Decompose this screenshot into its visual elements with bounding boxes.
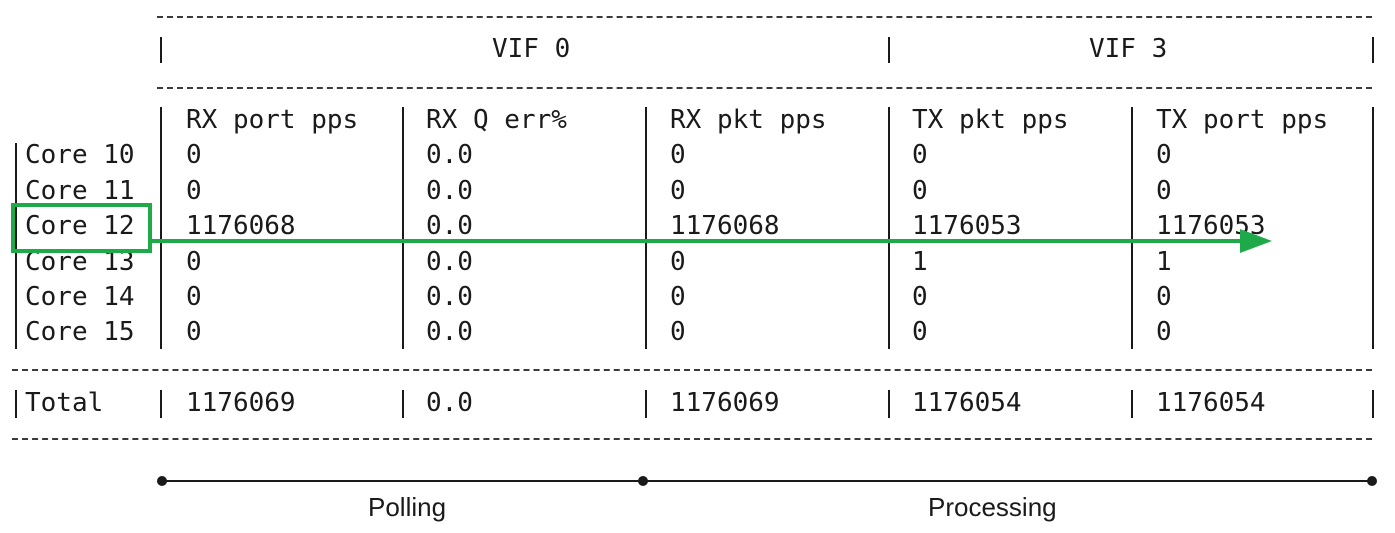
total-cell: 1176054	[912, 388, 1022, 418]
table-cell: 0	[186, 140, 202, 170]
total-bar-6	[1372, 390, 1374, 418]
phase-label-polling: Polling	[368, 492, 447, 522]
table-cell: 0	[912, 140, 928, 170]
table-cell: 0	[1156, 140, 1172, 170]
row-label: Core 15	[25, 317, 135, 347]
table-cell: 0	[186, 247, 202, 277]
separator-top	[157, 16, 1372, 18]
separator-group	[157, 87, 1372, 89]
total-cell: 0.0	[426, 388, 473, 418]
table-cell: 0	[670, 282, 686, 312]
group-bar-right	[1372, 37, 1374, 63]
table-cell: 1176053	[912, 211, 1022, 241]
table-cell: 0	[1156, 176, 1172, 206]
group-bar-mid	[888, 37, 890, 63]
row-label: Core 10	[25, 140, 135, 170]
phase-label-processing: Processing	[928, 492, 1057, 522]
table-cell: 0	[670, 247, 686, 277]
total-bar-1	[160, 390, 162, 418]
core-12-highlight-box	[11, 203, 152, 253]
total-cell: 1176054	[1156, 388, 1266, 418]
column-header-rx-q-err: RX Q err%	[426, 105, 567, 135]
table-cell: 0.0	[426, 282, 473, 312]
table-cell: 0.0	[426, 140, 473, 170]
total-bar-0	[15, 390, 17, 418]
total-bar-3	[645, 390, 647, 418]
column-bar-3	[645, 107, 647, 349]
total-bar-4	[888, 390, 890, 418]
table-cell: 0	[912, 317, 928, 347]
column-bar-6	[1372, 107, 1374, 349]
group-label-vif3: VIF 3	[1089, 34, 1168, 64]
column-header-tx-port-pps: TX port pps	[1156, 105, 1329, 135]
total-bar-2	[402, 390, 404, 418]
total-cell: 1176069	[670, 388, 780, 418]
column-bar-2	[402, 107, 404, 349]
column-header-rx-pkt-pps: RX pkt pps	[670, 105, 827, 135]
row-label: Core 11	[25, 176, 135, 206]
table-cell: 1176068	[670, 211, 780, 241]
total-label: Total	[25, 388, 104, 418]
column-header-rx-port-pps: RX port pps	[186, 105, 359, 135]
timeline-dot-start	[157, 476, 167, 486]
timeline-dot-mid	[638, 476, 648, 486]
total-bar-5	[1131, 390, 1133, 418]
table-cell: 0.0	[426, 247, 473, 277]
table-cell: 1	[1156, 247, 1172, 277]
table-cell: 0	[1156, 317, 1172, 347]
table-cell: 0	[1156, 282, 1172, 312]
column-bar-5	[1131, 107, 1133, 349]
column-bar-4	[888, 107, 890, 349]
table-cell: 0	[186, 317, 202, 347]
separator-total	[12, 369, 1372, 371]
table-cell: 0	[186, 176, 202, 206]
row-label: Core 12	[25, 211, 135, 241]
table-cell: 0	[670, 176, 686, 206]
flow-arrow-head	[1240, 229, 1272, 253]
column-bar-1	[160, 107, 162, 349]
column-bar-0	[15, 143, 17, 349]
table-cell: 0	[912, 176, 928, 206]
separator-bottom	[12, 438, 1372, 440]
row-label: Core 14	[25, 282, 135, 312]
table-cell: 0	[912, 282, 928, 312]
table-cell: 0.0	[426, 211, 473, 241]
timeline-dot-end	[1367, 476, 1377, 486]
table-cell: 1	[912, 247, 928, 277]
table-cell: 0.0	[426, 176, 473, 206]
table-cell: 0	[186, 282, 202, 312]
total-cell: 1176069	[186, 388, 296, 418]
group-bar-left	[160, 37, 162, 63]
group-label-vif0: VIF 0	[492, 34, 571, 64]
table-cell: 1176068	[186, 211, 296, 241]
table-cell: 0	[670, 140, 686, 170]
column-header-tx-pkt-pps: TX pkt pps	[912, 105, 1069, 135]
table-cell: 0.0	[426, 317, 473, 347]
table-cell: 0	[670, 317, 686, 347]
